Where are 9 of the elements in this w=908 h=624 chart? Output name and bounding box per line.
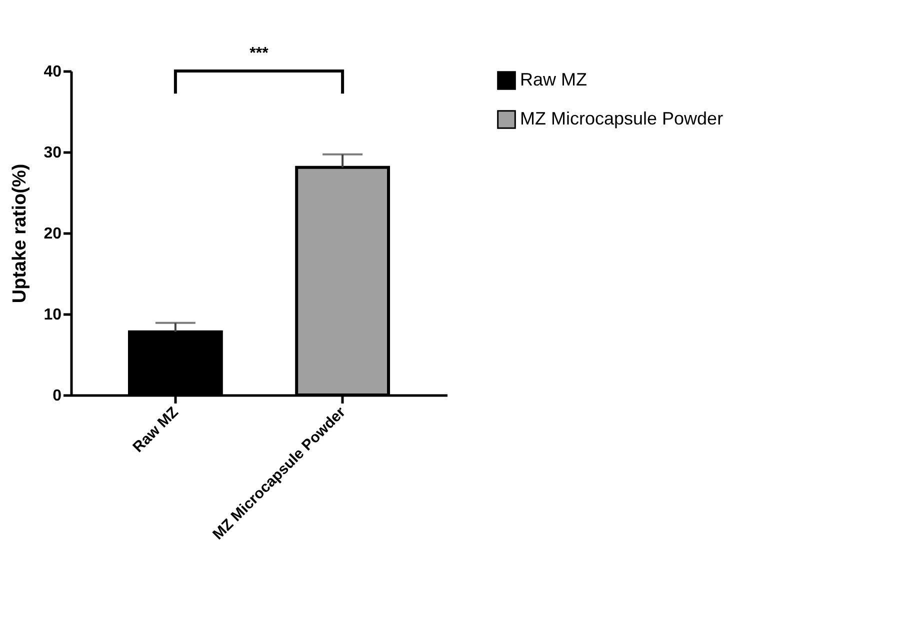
y-tick-label: 40 [44,64,62,80]
legend-label: Raw MZ [520,70,588,90]
y-axis-title: Uptake ratio(%) [10,164,31,304]
legend-label: MZ Microcapsule Powder [520,108,724,128]
y-tick-label: 30 [44,144,62,162]
y-tick-label: 0 [52,388,62,404]
y-tick-label: 10 [44,306,62,324]
y-tick-label: 20 [44,226,62,242]
text: *** [250,45,270,62]
